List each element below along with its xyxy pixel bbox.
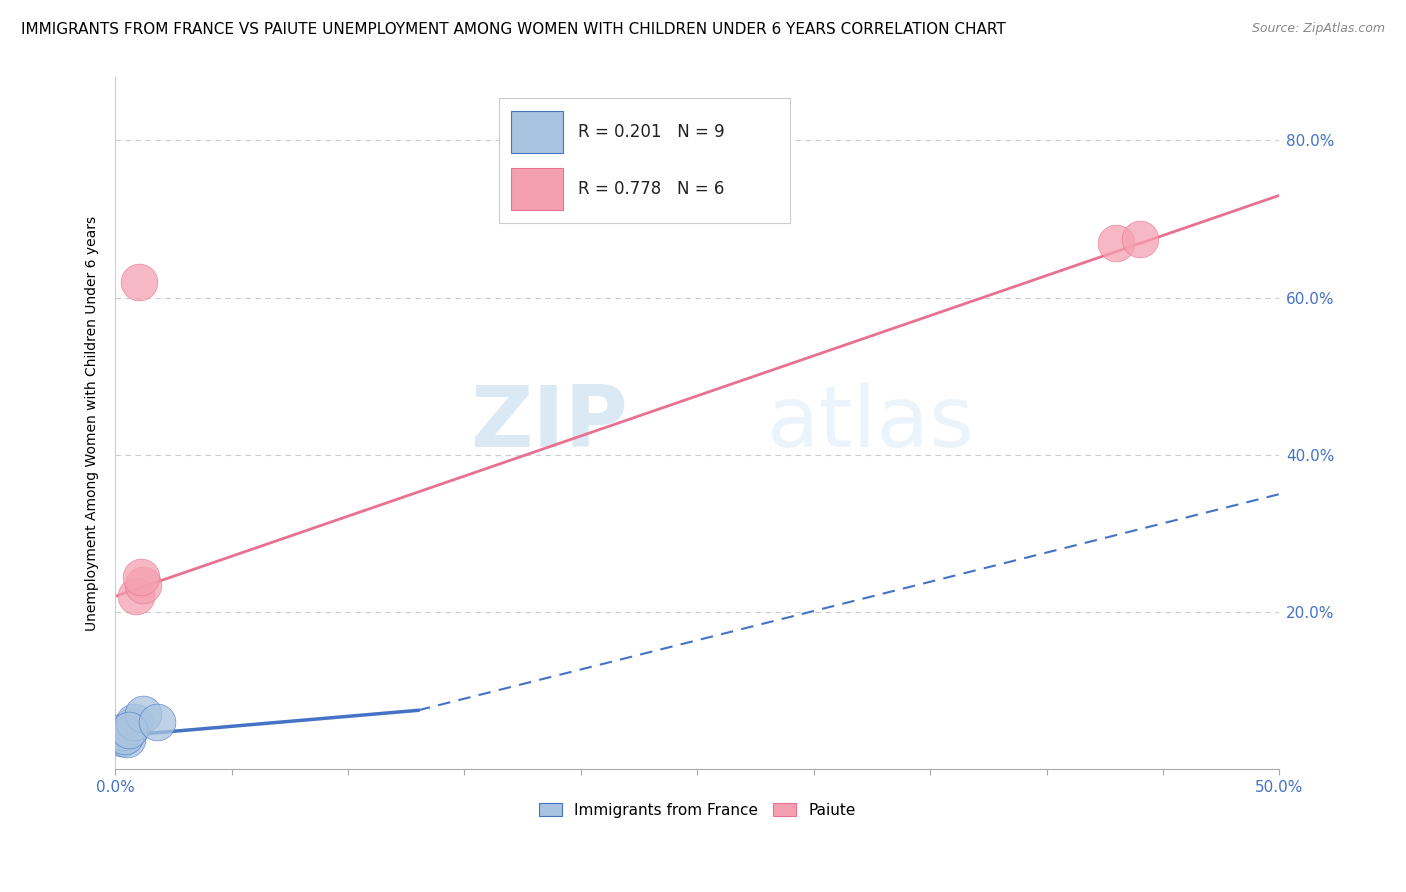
- Point: [1105, 235, 1128, 250]
- Text: ZIP: ZIP: [470, 382, 627, 465]
- Legend: Immigrants from France, Paiute: Immigrants from France, Paiute: [533, 797, 862, 824]
- Point: [146, 715, 169, 730]
- Point: [132, 577, 155, 591]
- Point: [111, 731, 134, 745]
- Text: Source: ZipAtlas.com: Source: ZipAtlas.com: [1251, 22, 1385, 36]
- Point: [115, 732, 138, 747]
- Point: [132, 707, 155, 722]
- Point: [128, 275, 150, 289]
- Point: [1129, 232, 1152, 246]
- Point: [121, 719, 143, 733]
- Point: [122, 715, 145, 730]
- Text: IMMIGRANTS FROM FRANCE VS PAIUTE UNEMPLOYMENT AMONG WOMEN WITH CHILDREN UNDER 6 : IMMIGRANTS FROM FRANCE VS PAIUTE UNEMPLO…: [21, 22, 1005, 37]
- Point: [111, 724, 134, 739]
- Point: [114, 729, 136, 743]
- Point: [118, 723, 141, 737]
- Text: atlas: atlas: [768, 382, 976, 465]
- Point: [125, 590, 148, 604]
- Y-axis label: Unemployment Among Women with Children Under 6 years: Unemployment Among Women with Children U…: [86, 216, 100, 631]
- Point: [129, 570, 152, 584]
